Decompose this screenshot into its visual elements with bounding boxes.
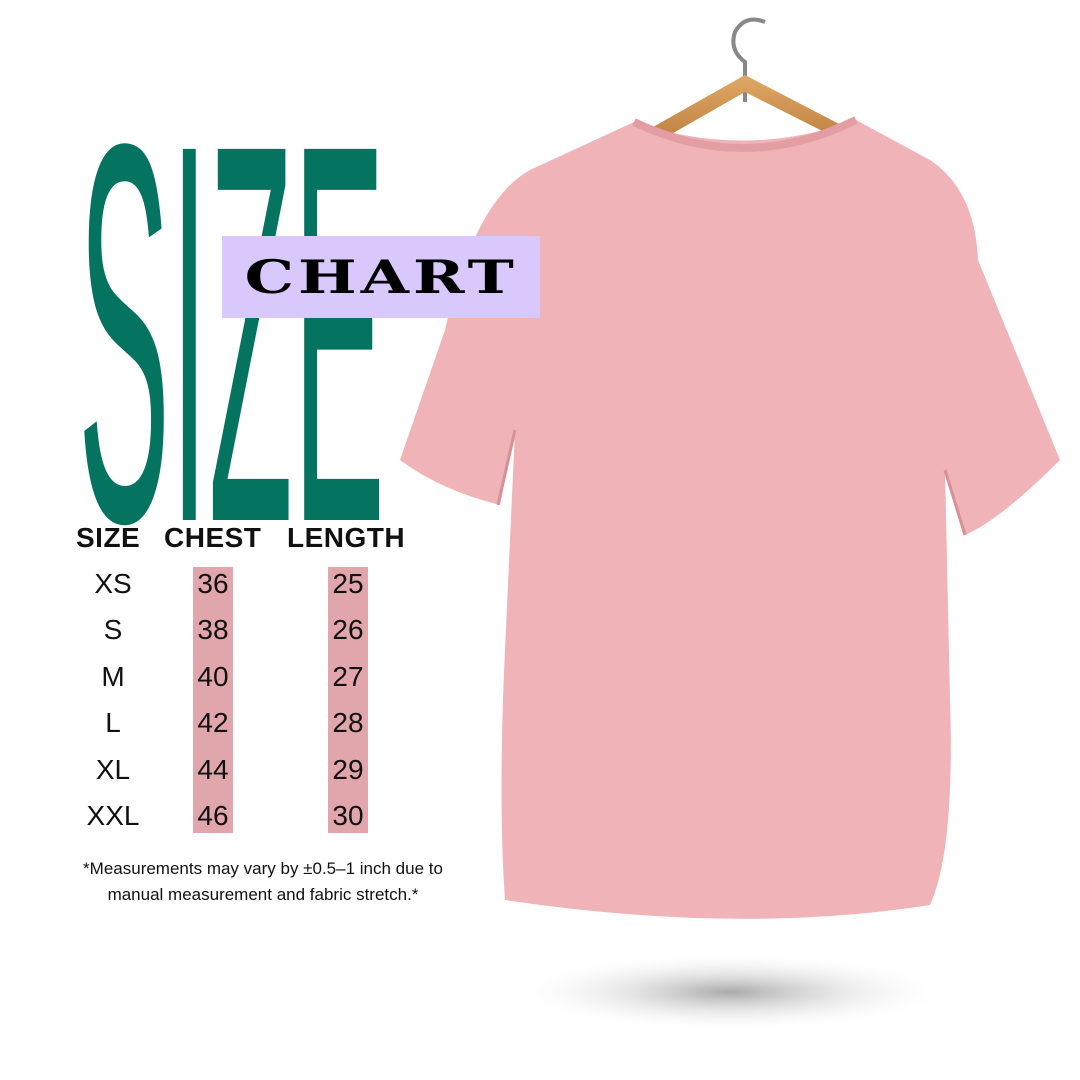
cell-size: XS — [94, 568, 132, 599]
cell-length: 29 — [332, 753, 364, 785]
cell-length: 30 — [332, 800, 364, 831]
chest-highlight — [193, 567, 233, 833]
tshirt-body — [400, 120, 1060, 919]
cell-length: 25 — [332, 568, 364, 599]
tshirt-collar — [632, 116, 858, 152]
cell-size: M — [101, 660, 125, 692]
shadow — [505, 952, 955, 1032]
cell-size: L — [105, 707, 121, 739]
cell-chest: 36 — [197, 568, 229, 599]
header-size: SIZE — [76, 522, 141, 553]
footnote: *Measurements may vary by ±0.5–1 inch du… — [40, 856, 486, 908]
cell-length: 26 — [332, 614, 364, 646]
cell-length: 27 — [332, 660, 364, 692]
cell-chest: 40 — [197, 660, 229, 692]
chart-tag-text: CHART — [244, 250, 518, 304]
header-chest: CHEST — [164, 522, 262, 553]
header-length: LENGTH — [287, 522, 406, 553]
cell-chest: 38 — [197, 614, 229, 646]
chart-tag: CHART — [222, 236, 540, 318]
length-highlight — [328, 567, 368, 833]
cell-length: 28 — [332, 707, 364, 739]
cell-size: XL — [95, 753, 131, 785]
footnote-line-1: *Measurements may vary by ±0.5–1 inch du… — [83, 859, 443, 878]
cell-chest: 44 — [197, 753, 229, 785]
hanger-hook — [731, 17, 766, 102]
hanger — [630, 75, 870, 152]
cell-chest: 46 — [197, 800, 229, 831]
footnote-line-2: manual measurement and fabric stretch.* — [107, 885, 419, 904]
cell-size: S — [103, 614, 123, 646]
cell-chest: 42 — [197, 707, 229, 739]
cell-size: XXL — [86, 800, 140, 831]
